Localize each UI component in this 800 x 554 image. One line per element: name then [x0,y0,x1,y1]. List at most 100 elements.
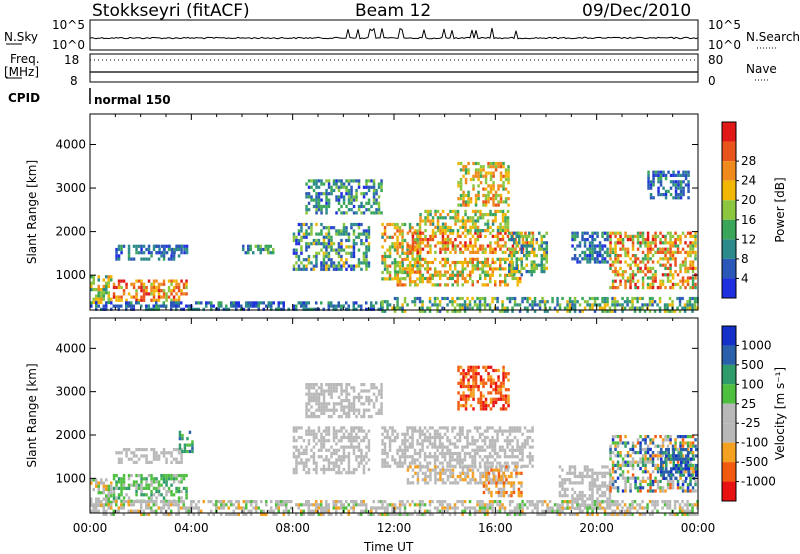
data-cell [456,216,460,220]
data-cell [518,231,521,235]
data-cell [130,282,133,286]
data-cell [494,260,497,265]
data-cell [267,251,270,255]
data-cell [459,193,463,198]
data-cell [451,276,454,281]
data-cell [501,238,505,242]
data-cell [381,432,384,436]
data-cell [464,478,467,482]
data-cell [646,244,650,248]
data-cell [372,402,376,406]
data-cell [372,383,376,387]
data-cell [691,260,695,264]
data-cell [651,241,655,245]
data-cell [135,480,138,484]
data-cell [347,264,351,268]
data-cell [102,288,105,292]
data-cell [651,279,655,283]
data-cell [511,231,515,235]
data-cell [310,405,313,409]
data-cell [327,415,331,419]
data-cell [305,301,308,305]
data-cell [459,273,462,277]
data-cell [360,222,363,227]
data-cell [350,267,353,271]
data-cell [342,226,346,230]
data-cell [347,432,351,436]
data-cell [649,476,652,480]
data-cell [486,283,489,287]
data-cell [469,273,472,277]
data-cell [593,257,597,261]
data-cell [487,474,491,479]
data-cell [312,439,316,443]
data-cell [183,443,187,447]
data-cell [441,238,445,242]
data-cell [464,234,467,238]
data-cell [117,460,121,464]
data-cell [646,231,650,235]
data-cell [525,270,528,274]
data-cell [583,306,587,310]
data-cell [434,283,437,287]
data-cell [255,304,258,308]
data-cell [508,442,512,446]
data-cell [614,234,617,238]
data-cell [307,392,311,396]
data-cell [451,468,455,472]
data-cell [413,451,417,456]
data-cell [502,381,505,385]
data-cell [317,208,321,212]
data-cell [573,465,577,469]
data-cell [426,260,429,265]
data-cell [357,435,361,440]
data-cell [347,399,351,403]
data-cell [666,435,670,439]
data-cell [396,464,399,468]
data-cell [531,458,534,462]
data-cell [483,296,487,301]
data-cell [684,470,687,474]
data-cell [436,471,440,475]
data-cell [332,389,336,393]
data-cell [352,399,356,403]
data-cell [487,487,491,491]
data-cell [681,282,685,286]
data-cell [463,300,467,304]
data-cell [451,429,454,433]
data-cell [568,468,572,472]
data-cell [568,300,572,304]
data-cell [571,500,574,504]
data-cell [629,489,632,493]
data-cell [362,458,366,462]
data-cell [669,180,673,184]
data-cell [451,273,454,277]
data-cell [110,278,113,282]
data-cell [671,444,675,448]
data-cell [515,257,518,261]
data-cell [150,298,153,302]
data-cell [503,439,507,443]
data-cell [499,197,503,201]
data-cell [317,402,321,406]
data-cell [327,307,330,311]
data-cell [337,251,341,255]
data-cell [485,471,488,475]
data-cell [100,294,103,298]
data-cell [533,270,536,274]
data-cell [653,300,657,304]
data-cell [352,248,356,252]
data-cell [631,444,635,448]
data-cell [482,381,485,385]
data-cell [365,251,368,255]
data-cell [608,500,612,504]
data-cell [117,285,121,290]
data-cell [135,247,138,252]
data-cell [466,216,470,220]
data-cell [644,454,647,458]
data-cell [586,465,589,469]
data-cell [626,254,630,258]
data-cell [454,213,457,217]
data-cell [167,474,171,478]
data-cell [691,435,695,439]
